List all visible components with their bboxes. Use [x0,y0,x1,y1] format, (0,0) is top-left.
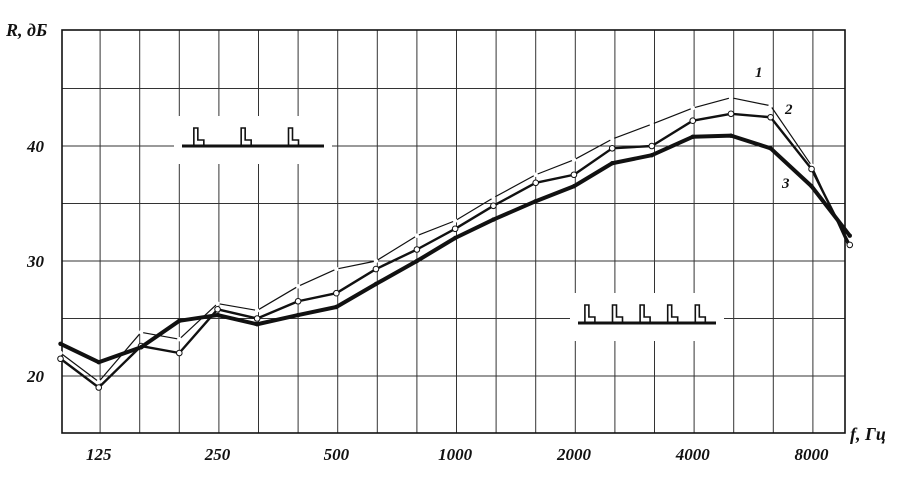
series-point-3 [254,322,260,327]
series-point-2 [176,349,183,357]
series-point-2 [57,355,64,363]
wall-symbol [666,304,679,323]
curve-label: 3 [781,176,790,192]
tick-labels: 125 250 500 1000 2000 4000 8000 20 30 40 [26,137,829,464]
series-point-1 [215,301,220,306]
series-point-2 [95,384,103,391]
series-point-3 [58,341,63,346]
x-tick-label: 125 [86,445,112,464]
series-point-1 [334,266,339,272]
series-point-3 [215,312,220,318]
wall-symbol [240,127,252,146]
y-tick-label: 30 [26,252,45,271]
series-point-2 [689,117,697,124]
series-point-2 [372,265,380,273]
x-tick-label: 500 [324,445,350,464]
series-point-2 [451,225,459,233]
series-point-3 [728,133,734,138]
series-point-3 [649,153,655,158]
data-series [57,95,854,391]
series-point-1 [138,330,144,335]
curve-label: 1 [755,65,763,81]
series-point-2 [570,171,578,179]
wall-symbol [287,127,300,146]
series-point-1 [177,337,182,342]
series-point-3 [138,345,144,350]
series-point-3 [452,235,458,241]
series-point-1 [533,172,538,177]
series-point-2 [532,179,540,187]
series-point-2 [294,297,302,305]
series-point-2 [767,113,774,121]
series-point-1 [768,103,773,108]
x-tick-label: 8000 [795,445,830,464]
y-axis-title: R, дБ [5,20,47,40]
series-point-1 [649,121,655,127]
construction-schematics [174,116,724,341]
series-point-1 [295,284,301,289]
series-point-3 [690,134,695,139]
series-point-2 [253,315,261,322]
series-point-1 [609,136,615,142]
series-point-3 [809,184,814,189]
series-point-1 [414,233,420,238]
grid [62,30,845,433]
series-point-3 [533,199,538,204]
series-point-2 [490,202,497,210]
series-point-1 [96,379,101,384]
series-point-2 [648,142,656,150]
series-point-3 [491,217,496,222]
x-tick-label: 4000 [675,445,711,464]
wall-symbol [193,127,205,146]
series-point-2 [413,246,421,253]
series-point-1 [728,95,734,100]
y-tick-label: 40 [26,137,45,156]
x-tick-label: 1000 [438,445,473,464]
x-axis-title: f, Гц [850,424,886,444]
series-point-3 [177,318,182,323]
series-point-3 [96,360,101,365]
series-point-2 [333,289,340,297]
series-point-3 [414,258,420,264]
series-point-1 [254,308,260,313]
series-point-1 [847,247,852,252]
y-tick-label: 20 [26,367,45,386]
x-tick-label: 2000 [556,445,592,464]
series-point-1 [491,195,496,200]
series-point-3 [847,233,852,238]
curve-labels: 1 2 3 [755,65,793,192]
series-point-1 [58,350,63,356]
wall-symbol [639,304,651,323]
wall-symbol [611,304,624,323]
x-tick-label: 250 [204,445,231,464]
series-point-1 [373,258,379,264]
series-point-3 [373,281,379,287]
series-point-2 [727,110,735,118]
series-point-2 [608,145,616,152]
series-point-3 [295,312,301,318]
wall-symbol [584,304,596,323]
series-point-3 [609,161,615,166]
series-point-1 [690,105,695,111]
series-point-3 [334,304,339,310]
curve-label: 2 [784,102,793,118]
series-point-2 [808,165,815,173]
series-point-1 [571,157,577,162]
series-point-2 [214,306,221,313]
series-point-2 [846,241,854,249]
series-point-3 [571,184,577,189]
series-point-3 [768,146,773,151]
wall-symbol [694,304,707,323]
series-point-1 [452,218,458,223]
